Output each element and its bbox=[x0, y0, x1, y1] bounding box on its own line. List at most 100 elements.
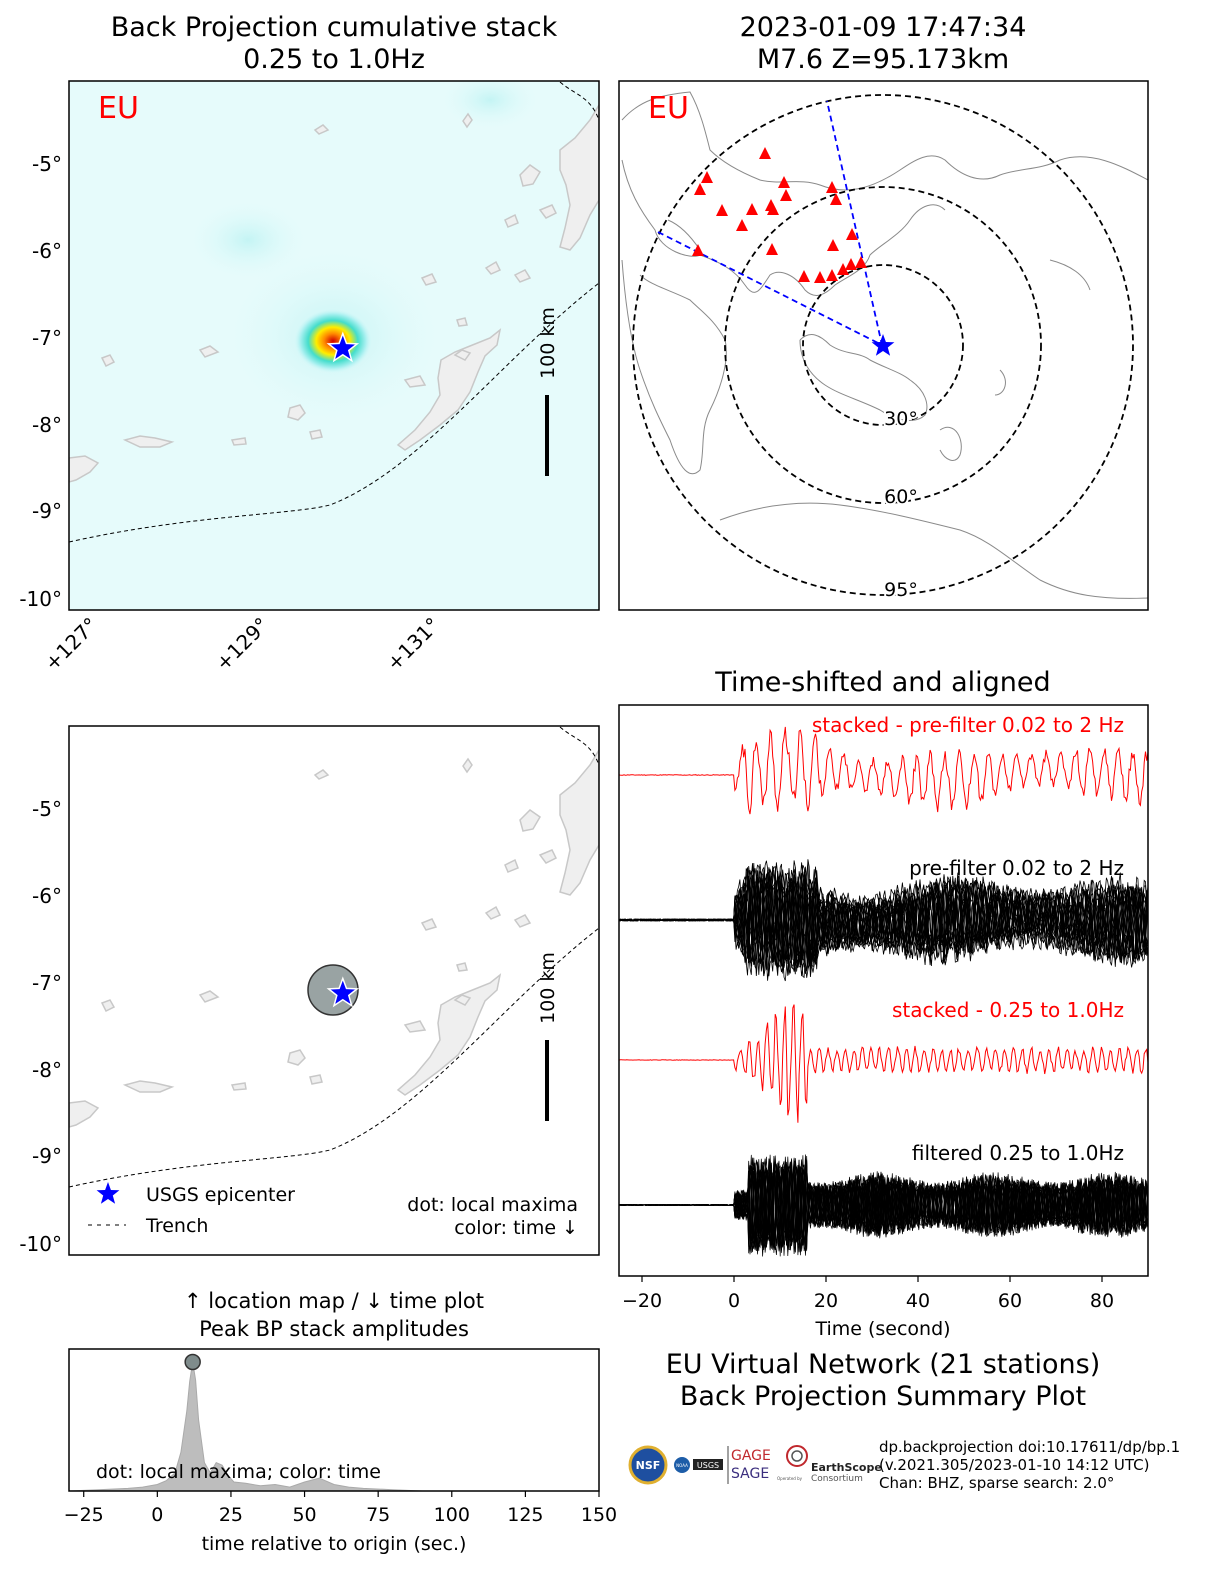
station-markers bbox=[692, 147, 867, 283]
island bbox=[230, 437, 247, 446]
lat-tick: -5° bbox=[32, 152, 62, 176]
island bbox=[100, 999, 116, 1013]
island bbox=[313, 124, 330, 135]
station-triangle bbox=[855, 256, 867, 268]
island bbox=[504, 213, 519, 228]
island bbox=[420, 273, 438, 286]
seismic-trace bbox=[619, 1004, 1148, 1123]
island bbox=[403, 1020, 427, 1033]
sponsor-logos: NSF NOAA USGS GAGE SAGE EarthScope Conso… bbox=[628, 1445, 882, 1485]
island bbox=[403, 375, 427, 388]
station-triangle bbox=[759, 147, 771, 159]
island bbox=[230, 1082, 247, 1091]
island-outlines bbox=[69, 103, 599, 483]
station-triangle bbox=[766, 243, 778, 255]
lat-tick: -10° bbox=[19, 587, 62, 611]
continent-outlines bbox=[621, 91, 1148, 599]
lon-tick: +131° bbox=[382, 613, 445, 676]
island bbox=[309, 429, 323, 440]
lat-tick: -7° bbox=[32, 971, 62, 995]
lon-tick-labels: +127° +129° +131° bbox=[40, 613, 445, 676]
trench-line bbox=[69, 282, 599, 543]
island bbox=[538, 204, 558, 219]
bp-map-halo-2 bbox=[188, 200, 308, 280]
bp-energy-hotspot bbox=[293, 308, 373, 374]
lon-tick: +129° bbox=[211, 613, 274, 676]
station-triangle bbox=[746, 203, 758, 215]
epicenter-star bbox=[871, 334, 895, 356]
station-triangle bbox=[837, 263, 849, 275]
usgs-logo: USGS bbox=[693, 1459, 723, 1470]
operated-by-text: Operated by bbox=[777, 1476, 803, 1481]
island bbox=[453, 349, 472, 361]
credits-line1: dp.backprojection doi:10.17611/dp/bp.1 bbox=[879, 1438, 1180, 1456]
ring-label-30: 30° bbox=[884, 408, 918, 430]
event-magnitude-title: M7.6 Z=95.173km bbox=[757, 44, 1009, 75]
lat-tick: -6° bbox=[32, 884, 62, 908]
island bbox=[559, 103, 599, 251]
island bbox=[287, 404, 306, 421]
peak-frame bbox=[68, 1348, 600, 1492]
credits-block: dp.backprojection doi:10.17611/dp/bp.1 (… bbox=[879, 1438, 1180, 1492]
trace-x-tick-label: −20 bbox=[622, 1290, 662, 1312]
island bbox=[396, 973, 502, 1096]
station-triangle bbox=[827, 239, 839, 251]
island bbox=[559, 748, 599, 896]
island bbox=[100, 354, 116, 368]
seismic-trace bbox=[619, 1158, 1148, 1253]
network-label: EU bbox=[648, 91, 689, 126]
station-triangle bbox=[780, 189, 792, 201]
peak-amplitude-panel: ↑ location map / ↓ time plot Peak BP sta… bbox=[64, 1289, 617, 1555]
island bbox=[122, 435, 175, 448]
station-triangle bbox=[778, 176, 790, 188]
peak-x-tick-label: 125 bbox=[507, 1504, 543, 1526]
trace-x-tick-label: 20 bbox=[814, 1290, 838, 1312]
summary-line2: Back Projection Summary Plot bbox=[680, 1381, 1086, 1412]
peak-title-line1: ↑ location map / ↓ time plot bbox=[184, 1289, 484, 1313]
summary-line1: EU Virtual Network (21 stations) bbox=[666, 1349, 1101, 1380]
lat-tick-labels: -5° -6° -7° -8° -9° -10° bbox=[19, 797, 62, 1256]
traces-title: Time-shifted and aligned bbox=[714, 667, 1050, 698]
epicenter-star bbox=[326, 331, 360, 363]
location-map-frame bbox=[68, 725, 600, 1256]
epicenter-star bbox=[326, 976, 360, 1008]
noaa-logo: NOAA bbox=[674, 1457, 690, 1473]
seismic-trace bbox=[619, 726, 1148, 815]
summary-block: EU Virtual Network (21 stations) Back Pr… bbox=[666, 1349, 1101, 1412]
bp-map-frame bbox=[68, 80, 600, 611]
credits-line3: Chan: BHZ, sparse search: 2.0° bbox=[879, 1474, 1114, 1492]
aligned-traces-panel: Time-shifted and aligned stacked - pre-f… bbox=[618, 667, 1149, 1340]
island bbox=[456, 317, 468, 327]
island bbox=[420, 918, 438, 931]
credits-line2: (v.2021.305/2023-01-10 14:12 UTC) bbox=[879, 1456, 1149, 1474]
island bbox=[504, 858, 519, 873]
location-map-panel: 100 km USGS epicenter Trench dot: local … bbox=[19, 725, 600, 1256]
peak-xlabel: time relative to origin (sec.) bbox=[202, 1533, 467, 1555]
station-triangle bbox=[814, 271, 826, 283]
lat-tick: -8° bbox=[32, 413, 62, 437]
peak-x-ticks: −25 0 25 50 75 100 125 150 bbox=[64, 1491, 617, 1526]
label-filtered: filtered 0.25 to 1.0Hz bbox=[912, 1141, 1124, 1165]
corner-coast bbox=[559, 81, 599, 121]
lat-tick: -5° bbox=[32, 797, 62, 821]
usgs-logo-text: USGS bbox=[697, 1461, 719, 1470]
legend-trench-label: Trench bbox=[145, 1215, 208, 1237]
traces-x-ticks: −20 0 20 40 60 80 bbox=[622, 1276, 1114, 1312]
event-time-title: 2023-01-09 17:47:34 bbox=[740, 12, 1027, 43]
island bbox=[69, 1100, 100, 1128]
island bbox=[462, 112, 473, 129]
seismic-trace bbox=[619, 874, 1148, 982]
earthscope-logo: EarthScope Consortium Operated by bbox=[777, 1445, 882, 1484]
trace-x-tick-label: 60 bbox=[998, 1290, 1022, 1312]
trace-x-tick-label: 80 bbox=[1090, 1290, 1114, 1312]
island bbox=[198, 990, 220, 1003]
peak-x-tick-label: 150 bbox=[581, 1504, 617, 1526]
trace-x-tick-label: 40 bbox=[906, 1290, 930, 1312]
island bbox=[513, 269, 532, 283]
nsf-logo-text: NSF bbox=[636, 1459, 661, 1472]
station-triangle bbox=[826, 181, 838, 193]
peak-title-line2: Peak BP stack amplitudes bbox=[199, 1317, 469, 1341]
station-triangle bbox=[845, 258, 857, 270]
lat-tick: -9° bbox=[32, 1144, 62, 1168]
island bbox=[313, 769, 330, 780]
